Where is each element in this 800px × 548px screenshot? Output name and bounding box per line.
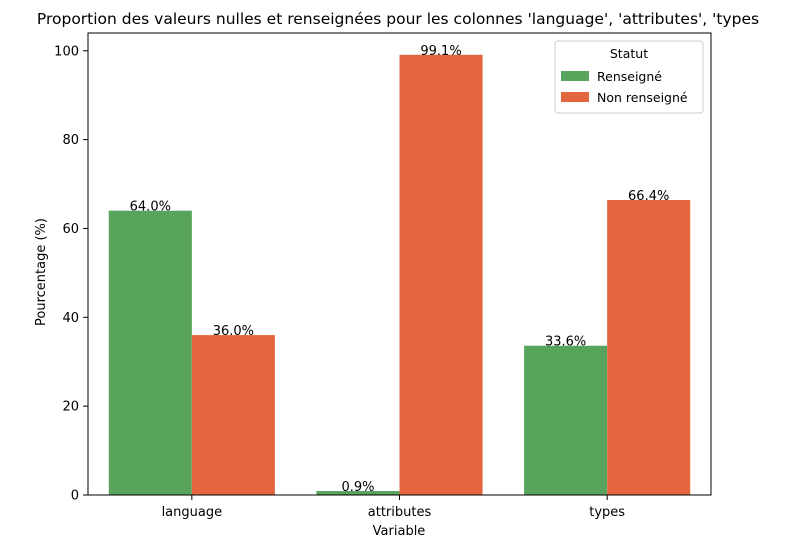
axes-layer: language attributes types 0 20 40 60 80 100: [54, 32, 712, 520]
legend-entry-label: Non renseigné: [597, 90, 688, 105]
bars-layer: [108, 54, 691, 496]
bar-language-non-renseigné: [191, 335, 275, 495]
legend-box: [554, 40, 704, 114]
chart-title: Proportion des valeurs nulles et renseig…: [37, 10, 759, 28]
legend-entry-label: Renseigné: [597, 69, 662, 84]
y-tick-label: 100: [54, 44, 79, 59]
bar-value-label: 36.0%: [213, 324, 254, 339]
bar-value-label: 64.0%: [130, 200, 171, 215]
bar-language-renseigné: [108, 210, 192, 495]
bar-attributes-non-renseigné: [399, 54, 483, 496]
bar-types-non-renseigné: [607, 200, 691, 495]
legend-swatch: [561, 92, 589, 102]
legend-swatch: [561, 71, 589, 81]
bar-value-label: 33.6%: [545, 335, 586, 350]
legend: Statut Renseigné Non renseigné: [554, 40, 704, 114]
y-tick-label: 80: [62, 133, 79, 148]
y-tick-label: 40: [62, 311, 79, 326]
bar-value-label: 99.1%: [420, 44, 461, 59]
bar-attributes-renseigné: [316, 491, 400, 495]
bar-value-label: 0.9%: [341, 480, 374, 495]
x-axis-label: Variable: [373, 524, 426, 539]
bar-types-renseigné: [524, 345, 608, 495]
y-tick-label: 20: [62, 400, 79, 415]
x-tick-label: types: [589, 505, 625, 520]
bar-value-label: 66.4%: [628, 189, 669, 204]
plot-frame: [87, 32, 712, 496]
legend-title: Statut: [610, 46, 648, 61]
y-tick-label: 0: [71, 489, 79, 504]
bar-labels-layer: 64.0% 36.0% 0.9% 99.1% 33.6% 66.4%: [130, 44, 670, 495]
y-axis-label: Pourcentage (%): [34, 218, 49, 326]
y-tick-label: 60: [62, 222, 79, 237]
x-tick-label: attributes: [368, 505, 432, 520]
x-tick-label: language: [162, 505, 223, 520]
